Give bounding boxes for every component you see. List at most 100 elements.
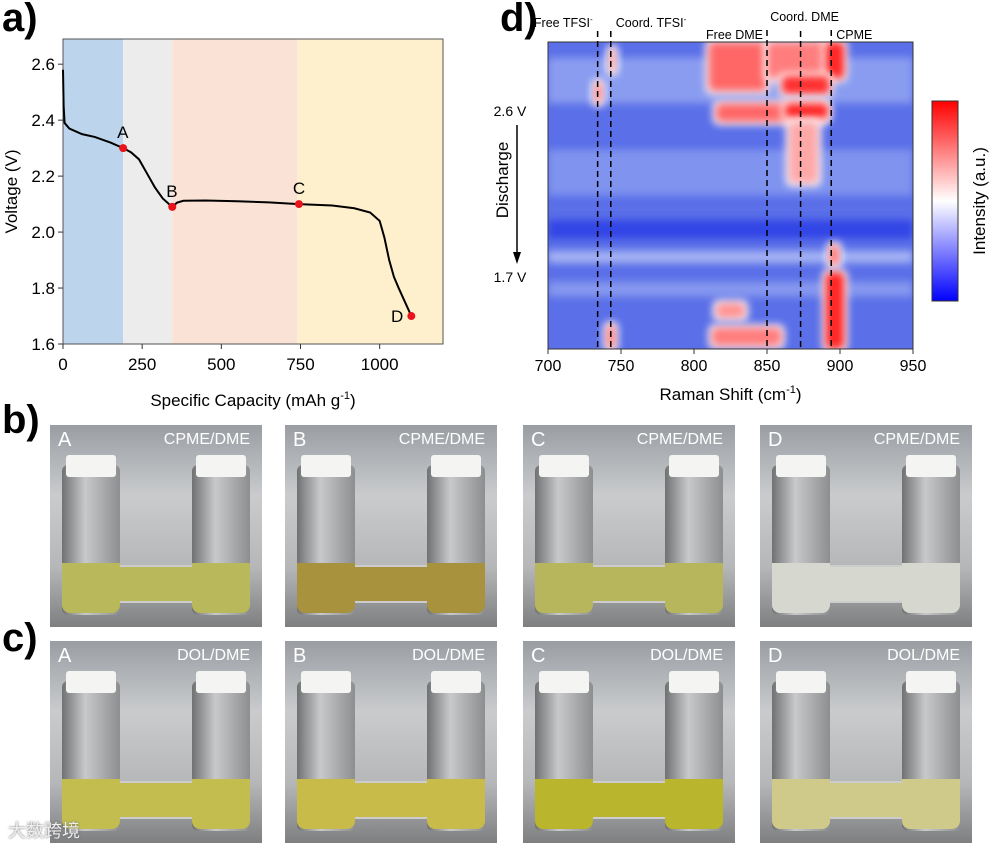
x-tick-label: 750 [608,358,635,375]
x-tick-label: 1000 [361,355,399,374]
y-end-label: 1.7 V [494,269,527,285]
x-tick-label: 700 [535,358,562,375]
panel-label-c: c) [2,616,38,660]
x-tick-label: 850 [754,358,781,375]
state-label: A [58,429,72,451]
intensity-hotspot [715,302,746,319]
h-cell-bridge [589,565,673,603]
cell-photo-c-a: A DOL/DME [50,641,262,843]
right-electrolyte [192,779,250,829]
state-label: B [293,645,307,667]
intensity-hotspot [825,42,845,79]
state-label: D [768,429,783,451]
colorbar [931,100,959,302]
intensity-hotspot [784,103,829,119]
x-axis-label: Raman Shift (cm-1) [659,384,801,404]
left-vial-cap [66,455,116,477]
y-tick-label: 2.4 [31,111,55,130]
right-electrolyte [902,563,960,613]
state-marker-d [407,312,416,321]
right-vial-cap [431,671,481,693]
left-vial-cap [776,455,826,477]
left-vial-cap [539,455,589,477]
plot-frame [547,41,914,350]
right-vial-cap [906,671,956,693]
phase-region [63,39,124,344]
h-cell-bridge [116,781,200,819]
cell-photo-b-a: A CPME/DME [50,425,262,627]
right-vial-cap [196,671,246,693]
state-label: C [531,645,546,667]
electrolyte-label: CPME/DME [163,431,250,448]
intensity-hotspot [711,327,782,346]
cell-photo-b-c: C CPME/DME [523,425,735,627]
electrolyte-label: CPME/DME [398,431,485,448]
y-axis-label: Discharge [493,142,512,219]
right-electrolyte [427,563,485,613]
right-electrolyte [192,563,250,613]
y-tick-label: 2.6 [31,55,55,74]
y-axis-label: Voltage (V) [2,149,21,233]
cell-photo-b-b: B CPME/DME [285,425,497,627]
left-vial-cap [776,671,826,693]
left-electrolyte [297,779,355,829]
intensity-band [548,220,913,239]
right-electrolyte [665,563,723,613]
raman-heatmap-chart: Free TFSI- Coord. TFSI- Free DME Coord. DME… [493,10,989,404]
electrolyte-label: DOL/DME [177,647,250,664]
left-electrolyte [297,563,355,613]
arrow-head-icon [513,252,521,264]
right-electrolyte [427,779,485,829]
left-electrolyte [535,563,593,613]
peak-label: Coord. DME [770,10,839,24]
left-vial-cap [301,671,351,693]
y-start-label: 2.6 V [494,103,527,119]
intensity-band [548,149,913,196]
heatmap-cells [548,42,913,349]
right-electrolyte [902,779,960,829]
right-vial-cap [196,455,246,477]
panel-label-a: a) [2,0,38,40]
x-tick-label: 500 [207,355,235,374]
marker-label: D [391,307,403,326]
marker-label: C [293,179,305,198]
colorbar-label: Intensity (a.u.) [970,147,989,255]
cell-photo-b-d: D CPME/DME [760,425,972,627]
panel-label-b: b) [2,398,40,442]
phase-region [297,39,443,344]
state-label: D [768,645,783,667]
state-marker-b [168,202,177,211]
x-tick-label: 250 [128,355,156,374]
electrolyte-label: DOL/DME [412,647,485,664]
intensity-band [548,250,913,264]
y-tick-label: 1.6 [31,335,55,354]
peak-label: Free DME [706,28,763,42]
intensity-hotspot [708,42,767,92]
discharge-curve [62,69,413,317]
x-tick-label: 0 [58,355,67,374]
left-electrolyte [535,779,593,829]
intensity-hotspot [781,75,830,95]
marker-label: A [117,123,129,142]
x-tick-label: 750 [286,355,314,374]
intensity-hotspot [825,272,845,349]
plot-frame [62,38,444,345]
phase-region [123,39,173,344]
panel-label-d: d) [500,0,538,40]
right-vial-cap [669,455,719,477]
left-electrolyte [62,779,120,829]
x-tick-label: 950 [900,358,927,375]
left-electrolyte [772,779,830,829]
peak-label: CPME [836,28,872,42]
voltage-capacity-chart: 0 250 500 750 1000 1.6 1.8 2.0 2.2 2.4 2.6 Specific… [2,38,444,410]
right-vial-cap [431,455,481,477]
peak-label: Coord. TFSI- [616,15,687,30]
right-vial-cap [669,671,719,693]
x-tick-label: 900 [827,358,854,375]
state-label: A [58,645,72,667]
left-electrolyte [62,563,120,613]
electrolyte-label: DOL/DME [887,647,960,664]
y-tick-label: 2.0 [31,223,55,242]
watermark: 大数跨境 [8,821,80,841]
